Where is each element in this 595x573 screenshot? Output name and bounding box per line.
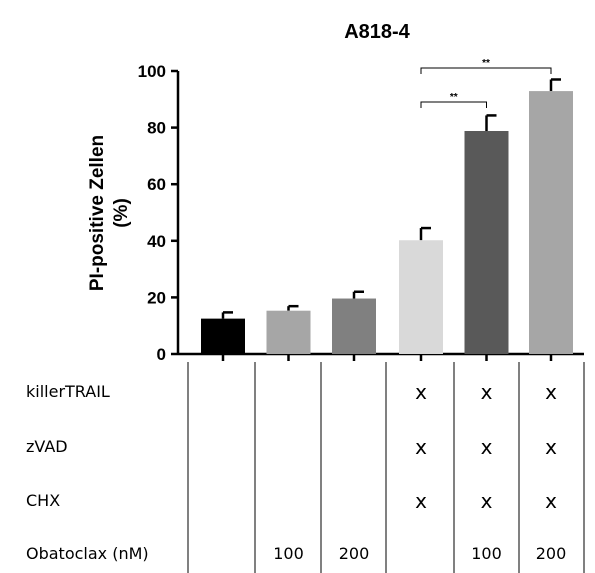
- treatment-mark: x: [545, 435, 557, 459]
- y-tick-label: 20: [147, 288, 166, 307]
- table-row-label: CHX: [26, 491, 60, 510]
- y-axis-label-line2: (%): [111, 198, 132, 228]
- table-row-label: zVAD: [26, 437, 68, 456]
- treatment-mark: x: [481, 489, 493, 513]
- y-axis-label-line1: PI-positive Zellen: [87, 135, 108, 291]
- bars: [201, 78, 573, 354]
- bar: [464, 130, 509, 354]
- significance-label: **: [450, 92, 458, 103]
- y-axis-label: PI-positive Zellen (%): [87, 135, 132, 291]
- treatment-mark: x: [481, 435, 493, 459]
- bar: [201, 318, 245, 354]
- treatment-table: killerTRAIL x x x zVAD x x x CHX x x x Obatoclax (nM…: [26, 362, 585, 573]
- treatment-dose: 200: [339, 544, 370, 563]
- bar: [332, 298, 376, 354]
- bar: [529, 91, 573, 354]
- treatment-dose: 200: [536, 544, 567, 563]
- y-tick-label: 60: [147, 175, 166, 194]
- treatment-dose: 100: [471, 544, 502, 563]
- treatment-mark: x: [415, 489, 427, 513]
- bar: [266, 310, 311, 354]
- treatment-mark: x: [545, 489, 557, 513]
- treatment-mark: x: [481, 380, 493, 404]
- y-tick-label: 100: [138, 62, 166, 81]
- significance-bracket: [420, 101, 487, 108]
- y-axis: 0 20 40 60 80 100: [138, 62, 584, 364]
- significance-label: **: [482, 58, 490, 69]
- treatment-dose: 100: [273, 544, 304, 563]
- chart-title: A818-4: [344, 21, 410, 43]
- treatment-mark: x: [415, 380, 427, 404]
- significance-bracket: [420, 67, 552, 74]
- y-tick-label: 40: [147, 232, 166, 251]
- table-row-label: Obatoclax (nM): [26, 544, 149, 563]
- y-tick-label: 80: [147, 119, 166, 138]
- table-row-label: killerTRAIL: [26, 382, 110, 401]
- significance-brackets: ** **: [420, 58, 552, 108]
- treatment-mark: x: [415, 435, 427, 459]
- y-tick-label: 0: [157, 345, 166, 364]
- treatment-mark: x: [545, 380, 557, 404]
- bar: [399, 240, 443, 354]
